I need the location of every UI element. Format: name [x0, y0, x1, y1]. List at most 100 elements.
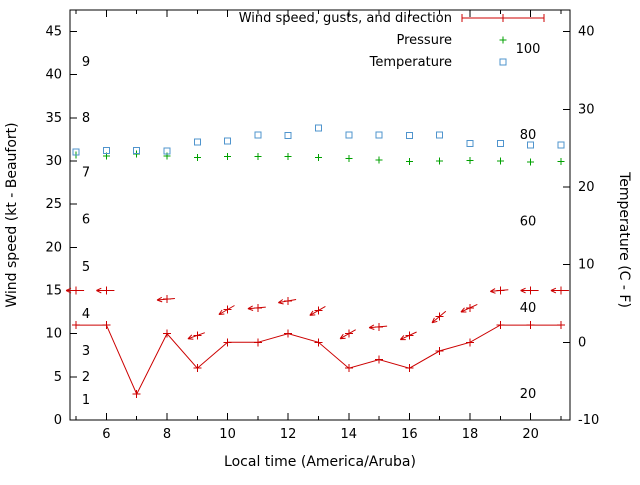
- legend-pressure-marker: [499, 36, 507, 44]
- wind-direction-arrow: [339, 329, 356, 340]
- y-left-tick-label: 35: [45, 111, 62, 126]
- wind-direction-arrow: [96, 287, 115, 294]
- pressure-marker: [496, 157, 504, 165]
- y-left-tick-label: 20: [45, 240, 62, 255]
- wind-direction-arrow: [520, 287, 539, 294]
- wind-direction-arrow: [460, 303, 478, 313]
- wind-speed-marker: [102, 321, 111, 330]
- beaufort-label: 5: [82, 260, 90, 275]
- temperature-marker: [163, 147, 171, 155]
- wind-speed-marker: [526, 321, 535, 330]
- wind-speed-marker: [496, 321, 505, 330]
- legend-temperature-marker: [499, 58, 507, 66]
- y-left-tick-label: 45: [45, 25, 62, 40]
- wind-direction-arrow: [156, 296, 175, 303]
- temperature-marker: [224, 137, 232, 145]
- wind-direction-arrow: [490, 288, 509, 294]
- x-tick-label: 16: [401, 427, 418, 442]
- wind-speed-marker: [253, 338, 262, 347]
- x-tick-label: 8: [163, 427, 171, 442]
- wind-direction-arrow: [247, 305, 266, 311]
- pressure-marker: [254, 153, 262, 161]
- fahrenheit-label: 40: [520, 301, 537, 316]
- x-tick-label: 6: [102, 427, 110, 442]
- wind-direction-arrow: [187, 332, 205, 340]
- temperature-marker: [375, 131, 383, 139]
- y-right-tick-label: 40: [578, 25, 595, 40]
- wind-direction-arrow: [278, 299, 297, 305]
- wind-speed-marker: [72, 321, 81, 330]
- legend-label-temperature: Temperature: [369, 55, 452, 70]
- wind-direction-arrow: [218, 305, 235, 315]
- wind-speed-marker: [162, 329, 171, 338]
- fahrenheit-label: 20: [520, 387, 537, 402]
- pressure-marker: [345, 154, 353, 162]
- y-left-tick-label: 30: [45, 154, 62, 169]
- temperature-marker: [314, 124, 322, 132]
- beaufort-label: 7: [82, 165, 90, 180]
- wind-speed-marker: [435, 346, 444, 355]
- y-left-tick-label: 15: [45, 284, 62, 299]
- fahrenheit-label: 60: [520, 214, 537, 229]
- wind-direction-arrow: [368, 324, 388, 330]
- pressure-marker: [193, 154, 201, 162]
- temperature-marker: [466, 139, 474, 147]
- x-tick-label: 14: [341, 427, 358, 442]
- wind-speed-marker: [405, 364, 414, 373]
- legend-label-pressure: Pressure: [396, 33, 452, 48]
- temperature-marker: [254, 131, 262, 139]
- fahrenheit-label: 80: [520, 128, 537, 143]
- x-tick-label: 12: [280, 427, 297, 442]
- y-right-tick-label: 20: [578, 180, 595, 195]
- y-left-axis-title: Wind speed (kt - Beaufort): [4, 122, 20, 307]
- temperature-marker: [102, 146, 110, 154]
- pressure-marker: [527, 158, 535, 166]
- y-right-tick-label: 30: [578, 102, 595, 117]
- wind-speed-marker: [314, 338, 323, 347]
- beaufort-label: 4: [82, 307, 90, 322]
- x-tick-label: 20: [522, 427, 539, 442]
- y-left-tick-label: 10: [45, 327, 62, 342]
- y-left-tick-label: 40: [45, 68, 62, 83]
- wind-direction-arrow: [65, 287, 85, 294]
- x-tick-label: 10: [219, 427, 236, 442]
- beaufort-label: 8: [82, 111, 90, 126]
- beaufort-label: 2: [82, 370, 90, 385]
- wind-speed-marker: [193, 364, 202, 373]
- temperature-marker: [72, 148, 80, 156]
- wind-speed-marker: [375, 355, 384, 364]
- legend-label-wind: Wind speed, gusts, and direction: [239, 11, 452, 26]
- legend-wind-marker: [499, 14, 507, 22]
- chart-generated: 6 8 10 12 14 16 18 20051015202530354045-1001020…: [45, 9, 599, 442]
- pressure-marker: [375, 156, 383, 164]
- temperature-marker: [527, 141, 535, 149]
- temperature-marker: [405, 132, 413, 140]
- wind-direction-arrow: [309, 305, 326, 316]
- temperature-marker: [557, 141, 565, 149]
- pressure-marker: [314, 154, 322, 162]
- y-left-tick-label: 0: [54, 413, 62, 428]
- temperature-marker: [133, 146, 141, 154]
- pressure-marker: [466, 157, 474, 165]
- temperature-marker: [436, 131, 444, 139]
- wind-speed-marker: [466, 338, 474, 347]
- pressure-marker: [405, 157, 413, 165]
- wind-direction-arrow: [399, 331, 417, 341]
- wind-speed-marker: [284, 329, 293, 338]
- beaufort-label: 3: [82, 344, 90, 359]
- x-tick-label: 18: [462, 427, 479, 442]
- y-right-tick-label: 10: [578, 258, 595, 273]
- temperature-marker: [345, 131, 353, 139]
- x-axis-title: Local time (America/Aruba): [224, 454, 416, 470]
- plot-border: [69, 9, 571, 421]
- pressure-marker: [436, 157, 444, 165]
- wind-speed-marker: [132, 390, 141, 399]
- beaufort-label: 9: [82, 55, 90, 70]
- pressure-marker: [133, 150, 141, 158]
- pressure-marker: [163, 152, 171, 160]
- wind-direction-arrow: [431, 310, 447, 324]
- temperature-marker: [193, 138, 201, 146]
- pressure-marker: [284, 153, 292, 161]
